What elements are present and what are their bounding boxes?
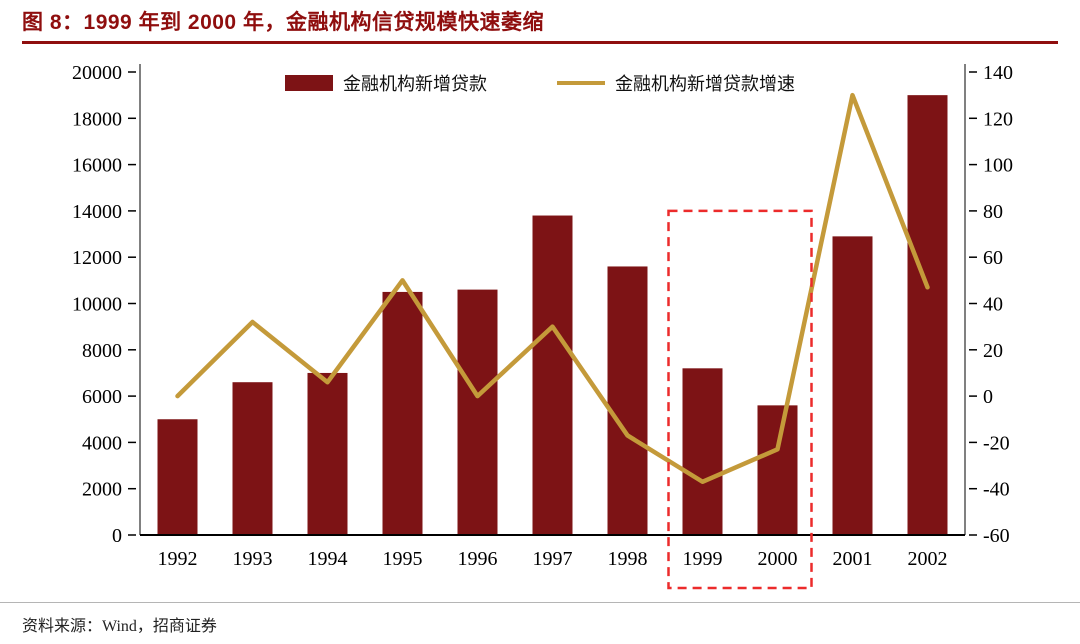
right-axis-label: 140 <box>983 62 1013 84</box>
x-label-1997: 1997 <box>533 548 573 570</box>
left-axis-label: 8000 <box>82 340 122 362</box>
left-axis-label: 18000 <box>72 108 122 130</box>
title-underline <box>22 41 1058 44</box>
bar-2000 <box>757 405 798 535</box>
chart-header: 图 8：1999 年到 2000 年，金融机构信贷规模快速萎缩 <box>0 0 1080 44</box>
right-axis-label: -40 <box>983 479 1010 501</box>
right-axis-label: 20 <box>983 340 1003 362</box>
right-axis-label: 60 <box>983 247 1003 269</box>
left-axis-label: 4000 <box>82 432 122 454</box>
bar-1996 <box>457 289 498 535</box>
x-label-2002: 2002 <box>908 548 948 570</box>
source-footer: 资料来源：Wind，招商证券 <box>0 602 1080 636</box>
right-axis-label: -20 <box>983 432 1010 454</box>
bar-1993 <box>232 382 273 535</box>
bar-1999 <box>682 368 723 535</box>
bar-1992 <box>157 419 198 535</box>
left-axis-label: 10000 <box>72 294 122 316</box>
combo-chart: 0 2000 4000 6000 8000 10000 12000 14000 16000 180… <box>72 62 1013 590</box>
chart-area: 0 2000 4000 6000 8000 10000 12000 14000 16000 180… <box>0 44 1080 602</box>
bar-1998 <box>607 266 648 535</box>
left-axis-label: 2000 <box>82 479 122 501</box>
right-axis-label: 100 <box>983 155 1013 177</box>
bar-2001 <box>832 236 873 536</box>
x-label-2001: 2001 <box>833 548 873 570</box>
x-label-1998: 1998 <box>608 548 648 570</box>
right-axis-label: 80 <box>983 201 1003 223</box>
bar-1997 <box>532 215 573 535</box>
bar-1994 <box>307 372 348 535</box>
left-axis-label: 16000 <box>72 155 122 177</box>
right-axis-label: 120 <box>983 108 1013 130</box>
x-label-2000: 2000 <box>758 548 798 570</box>
x-label-1993: 1993 <box>233 548 273 570</box>
left-axis-label: 0 <box>112 525 122 547</box>
right-axis-label: 0 <box>983 386 993 408</box>
left-axis-label: 20000 <box>72 62 122 84</box>
x-label-1996: 1996 <box>458 548 498 570</box>
highlight-box-1999-2000 <box>667 209 813 590</box>
source-text: 资料来源：Wind，招商证券 <box>22 618 217 635</box>
left-axis-label: 14000 <box>72 201 122 223</box>
x-label-1999: 1999 <box>683 548 723 570</box>
left-axis-label: 12000 <box>72 247 122 269</box>
x-label-1994: 1994 <box>308 548 348 570</box>
right-axis-label: 40 <box>983 294 1003 316</box>
growth-line <box>175 92 930 485</box>
right-axis-label: -60 <box>983 525 1010 547</box>
left-axis-label: 6000 <box>82 386 122 408</box>
bar-1995 <box>382 291 423 535</box>
x-label-1992: 1992 <box>158 548 198 570</box>
chart-title: 图 8：1999 年到 2000 年，金融机构信贷规模快速萎缩 <box>22 11 544 34</box>
bar-2002 <box>907 95 948 536</box>
x-label-1995: 1995 <box>383 548 423 570</box>
